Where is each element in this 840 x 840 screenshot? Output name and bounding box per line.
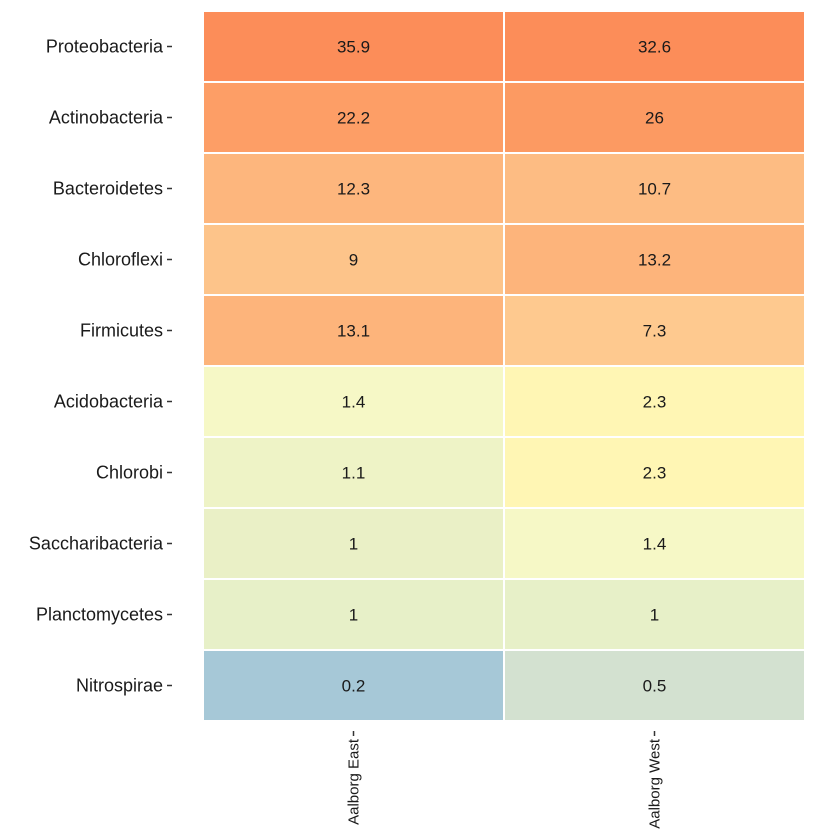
y-tick-label: Proteobacteria bbox=[46, 37, 164, 57]
cell-value-label: 13.1 bbox=[337, 322, 370, 341]
y-tick-label: Saccharibacteria bbox=[29, 534, 164, 554]
cell-value-label: 1.4 bbox=[342, 393, 366, 412]
cell-value-label: 0.5 bbox=[643, 677, 667, 696]
heatmap-cell-chloroflexi-aalborg-west bbox=[503, 223, 806, 296]
cell-value-label: 2.3 bbox=[643, 464, 667, 483]
x-axis-labels: Aalborg East Aalborg West bbox=[346, 731, 664, 829]
x-tick-label: Aalborg East bbox=[346, 738, 363, 825]
x-tick-label: Aalborg West bbox=[647, 738, 664, 829]
cell-value-label: 0.2 bbox=[342, 677, 366, 696]
y-axis-labels: Proteobacteria Actinobacteria Bacteroidete… bbox=[29, 37, 172, 696]
cell-value-label: 1 bbox=[349, 606, 358, 625]
cell-value-label: 26 bbox=[645, 109, 664, 128]
heatmap-cell-acidobacteria-aalborg-west bbox=[503, 365, 806, 438]
heatmap-cell-bacteroidetes-aalborg-west bbox=[503, 152, 806, 225]
cell-value-label: 9 bbox=[349, 251, 358, 270]
heatmap-cell-nitrospirae-aalborg-east bbox=[202, 649, 505, 722]
cell-value-label: 12.3 bbox=[337, 180, 370, 199]
heatmap-cell-chlorobi-aalborg-west bbox=[503, 436, 806, 509]
cell-value-label: 32.6 bbox=[638, 38, 671, 57]
y-tick-label: Bacteroidetes bbox=[53, 179, 163, 199]
heatmap-cell-planctomycetes-aalborg-east bbox=[202, 578, 505, 651]
y-tick-label: Nitrospirae bbox=[76, 676, 163, 696]
cell-value-label: 1 bbox=[650, 606, 659, 625]
heatmap-cell-actinobacteria-aalborg-east bbox=[202, 81, 505, 154]
heatmap-cell-proteobacteria-aalborg-west bbox=[503, 10, 806, 83]
cell-value-label: 13.2 bbox=[638, 251, 671, 270]
cell-value-label: 1 bbox=[349, 535, 358, 554]
heatmap-cell-actinobacteria-aalborg-west bbox=[503, 81, 806, 154]
y-tick-label: Firmicutes bbox=[80, 321, 163, 341]
heatmap-cell-proteobacteria-aalborg-east bbox=[202, 10, 505, 83]
heatmap-cell-planctomycetes-aalborg-west bbox=[503, 578, 806, 651]
cell-value-label: 10.7 bbox=[638, 180, 671, 199]
y-tick-label: Actinobacteria bbox=[49, 108, 164, 128]
cell-value-label: 35.9 bbox=[337, 38, 370, 57]
y-tick-label: Planctomycetes bbox=[36, 605, 163, 625]
y-tick-label: Chloroflexi bbox=[78, 250, 163, 270]
y-tick-label: Acidobacteria bbox=[54, 392, 164, 412]
cell-value-label: 1.1 bbox=[342, 464, 366, 483]
cell-value-label: 22.2 bbox=[337, 109, 370, 128]
cell-value-label: 7.3 bbox=[643, 322, 667, 341]
y-tick-label: Chlorobi bbox=[96, 463, 163, 483]
heatmap-cell-saccharibacteria-aalborg-west bbox=[503, 507, 806, 580]
heatmap-cell-nitrospirae-aalborg-west bbox=[503, 649, 806, 722]
heatmap-cell-firmicutes-aalborg-west bbox=[503, 294, 806, 367]
cell-value-label: 1.4 bbox=[643, 535, 667, 554]
cell-value-label: 2.3 bbox=[643, 393, 667, 412]
